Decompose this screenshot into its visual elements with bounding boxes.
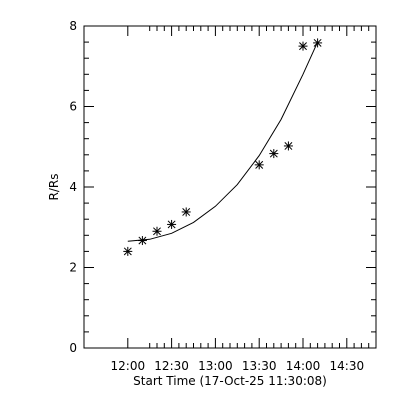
x-tick-label: 12:00 — [111, 359, 146, 373]
data-point — [254, 160, 264, 170]
x-tick-label: 12:30 — [154, 359, 189, 373]
y-axis: 0 2 4 6 8 — [69, 19, 376, 355]
data-point — [283, 141, 293, 151]
data-point — [313, 38, 323, 48]
data-point — [123, 246, 133, 256]
data-point — [137, 236, 147, 246]
plot-frame — [83, 25, 377, 349]
x-tick-label: 14:00 — [286, 359, 321, 373]
data-point — [298, 41, 308, 51]
y-tick-label: 0 — [69, 341, 77, 355]
fit-curve — [127, 41, 319, 242]
y-axis-label: R/Rs — [47, 174, 61, 201]
x-axis-label: Start Time (17-Oct-25 11:30:08) — [133, 374, 327, 388]
y-tick-label: 8 — [69, 19, 77, 33]
y-tick-label: 2 — [69, 261, 77, 275]
data-points — [123, 38, 323, 256]
y-tick-label: 6 — [69, 100, 77, 114]
data-point — [269, 149, 279, 159]
x-tick-label: 13:00 — [198, 359, 233, 373]
y-tick-label: 4 — [69, 180, 77, 194]
data-point — [152, 226, 162, 236]
x-tick-label: 14:30 — [330, 359, 365, 373]
data-point — [181, 207, 191, 217]
x-axis: 12:00 12:30 13:00 13:30 14:00 14:30 — [111, 26, 370, 373]
data-point — [167, 219, 177, 229]
x-tick-label: 13:30 — [242, 359, 277, 373]
